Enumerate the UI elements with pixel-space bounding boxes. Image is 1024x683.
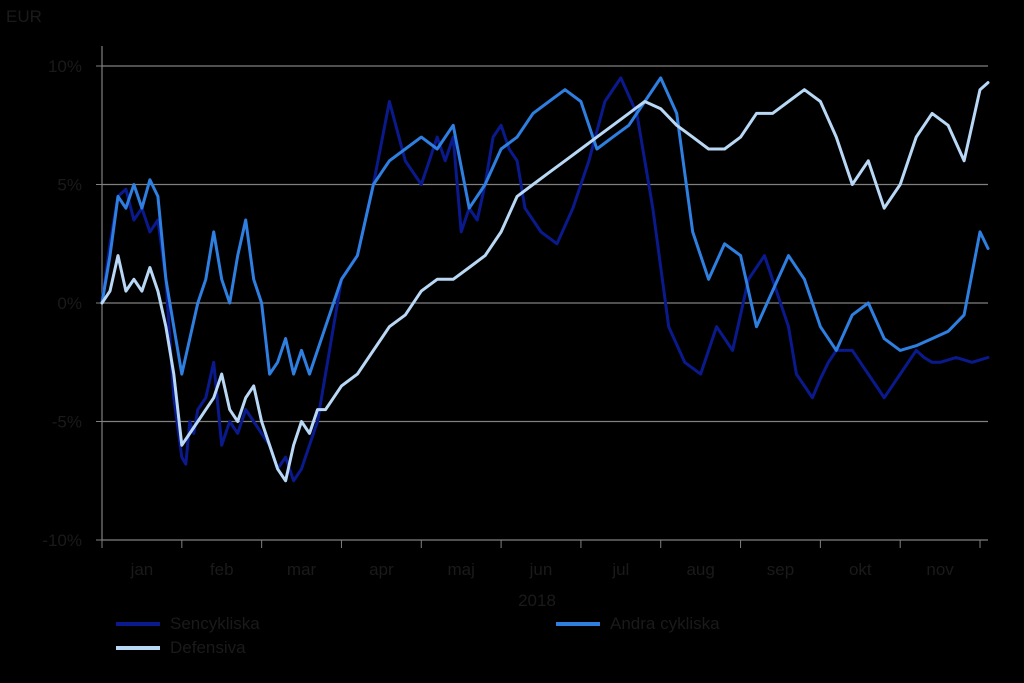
- y-tick-label: -10%: [42, 531, 82, 550]
- legend-swatch-sencykliska: [116, 622, 160, 626]
- legend-item-defensiva: Defensiva: [116, 638, 246, 658]
- x-tick-label: okt: [849, 560, 872, 579]
- y-tick-label: 0%: [57, 294, 82, 313]
- x-axis: jan feb mar apr maj jun jul aug sep okt nov: [101, 539, 988, 579]
- legend-swatch-andra-cykliska: [556, 622, 600, 626]
- x-tick-label: jan: [130, 560, 154, 579]
- legend-item-sencykliska: Sencykliska: [116, 614, 260, 634]
- x-tick-label: jul: [611, 560, 629, 579]
- y-tick-label: -5%: [52, 413, 82, 432]
- x-tick-label: maj: [447, 560, 474, 579]
- series-line-sencykliska: [100, 76, 990, 483]
- x-tick-label: sep: [767, 560, 794, 579]
- legend-label-andra-cykliska: Andra cykliska: [610, 614, 720, 633]
- x-tick-label: aug: [686, 560, 714, 579]
- legend-item-andra-cykliska: Andra cykliska: [556, 614, 720, 634]
- x-axis-label: 2018: [518, 591, 556, 610]
- y-tick-label: 5%: [57, 176, 82, 195]
- x-tick-label: jun: [529, 560, 553, 579]
- x-tick-label: nov: [926, 560, 954, 579]
- x-tick-label: mar: [287, 560, 317, 579]
- legend-label-defensiva: Defensiva: [170, 638, 246, 657]
- grid-lines: [102, 65, 988, 423]
- legend-swatch-defensiva: [116, 646, 160, 650]
- y-axis: 10% 5% 0% -5% -10%: [42, 46, 103, 550]
- y-unit-label: EUR: [6, 7, 42, 26]
- x-tick-label: apr: [369, 560, 394, 579]
- y-tick-label: 10%: [48, 57, 82, 76]
- legend-label-sencykliska: Sencykliska: [170, 614, 260, 633]
- x-tick-label: feb: [210, 560, 234, 579]
- series-lines: [100, 76, 990, 483]
- series-line-defensiva: [100, 81, 990, 483]
- series-line-andra-cykliska: [100, 76, 990, 376]
